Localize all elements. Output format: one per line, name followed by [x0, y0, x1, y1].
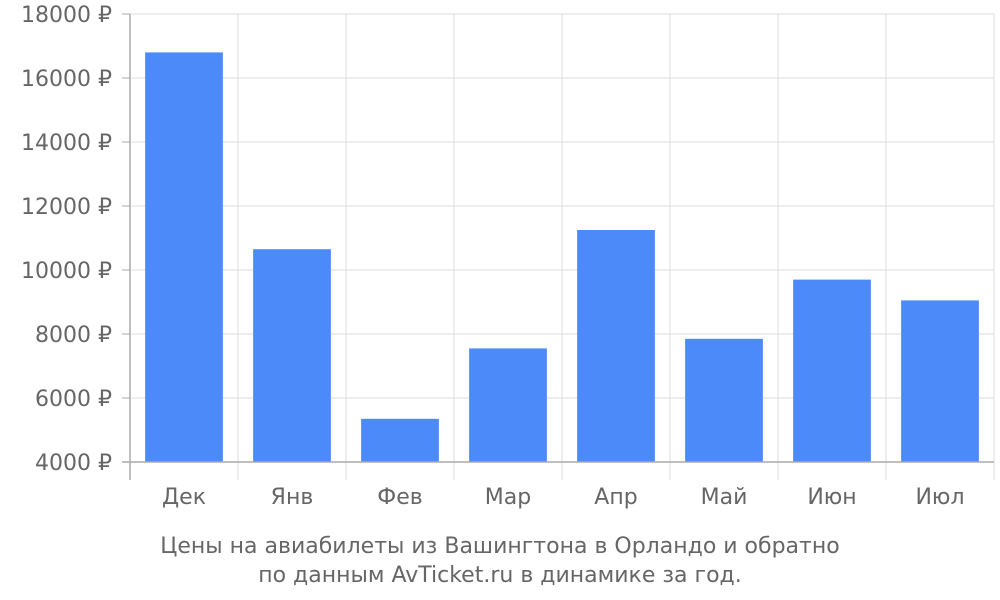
bar — [361, 418, 439, 462]
x-tick-label: Июн — [807, 485, 856, 510]
chart-caption-line-1: Цены на авиабилеты из Вашингтона в Орлан… — [160, 534, 840, 559]
y-tick-label: 4000 ₽ — [35, 451, 112, 476]
x-tick-label: Июл — [915, 485, 964, 510]
bars — [145, 52, 979, 463]
x-tick-label: Май — [701, 485, 748, 510]
bar — [253, 249, 331, 462]
y-tick-label: 8000 ₽ — [35, 323, 112, 348]
y-tick-label: 18000 ₽ — [21, 3, 112, 28]
y-tick-label: 16000 ₽ — [21, 67, 112, 92]
x-tick-label: Мар — [485, 485, 531, 510]
axes — [122, 13, 995, 480]
bar — [685, 338, 763, 462]
x-tick-label: Фев — [377, 485, 422, 510]
chart-caption-line-2: по данным AvTicket.ru в динамике за год. — [258, 563, 742, 588]
x-tick-labels: Дек Янв Фев Мар Апр Май Июн Июл — [162, 485, 965, 510]
bar — [901, 300, 979, 462]
bar — [469, 348, 547, 462]
bar — [577, 230, 655, 462]
bar-chart: 4000 ₽ 6000 ₽ 8000 ₽ 10000 ₽ 12000 ₽ 14000 ₽ 1… — [21, 3, 995, 510]
bar — [145, 52, 223, 463]
y-tick-label: 6000 ₽ — [35, 387, 112, 412]
y-tick-label: 14000 ₽ — [21, 131, 112, 156]
y-tick-label: 12000 ₽ — [21, 195, 112, 220]
y-tick-labels: 4000 ₽ 6000 ₽ 8000 ₽ 10000 ₽ 12000 ₽ 14000 ₽ 1… — [21, 3, 112, 476]
y-tick-label: 10000 ₽ — [21, 259, 112, 284]
x-tick-label: Апр — [594, 485, 637, 510]
x-tick-label: Янв — [271, 485, 314, 510]
x-tick-label: Дек — [162, 485, 206, 510]
bar — [793, 279, 871, 462]
